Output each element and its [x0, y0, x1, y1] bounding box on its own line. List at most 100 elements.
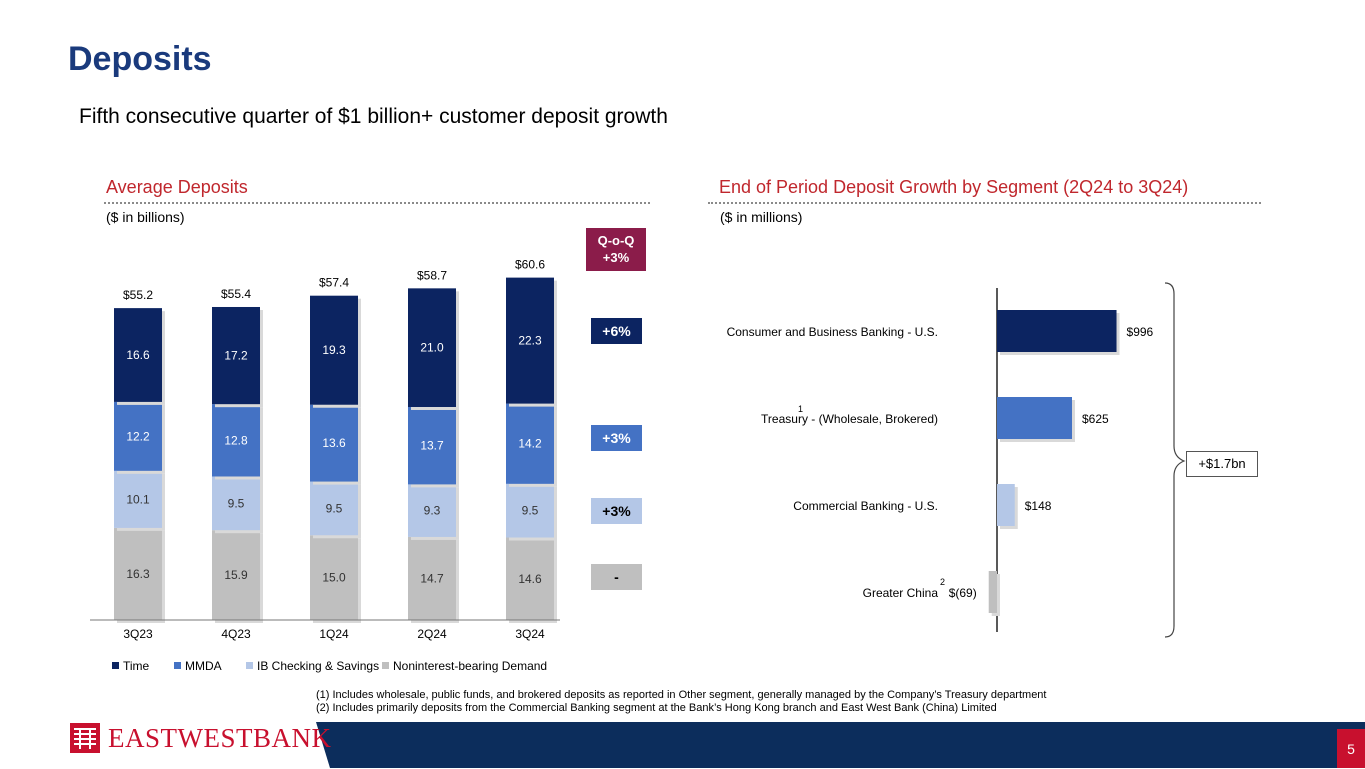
total-growth-label: +$1.7bn	[1186, 451, 1258, 477]
page-number: 5	[1337, 729, 1365, 768]
bar-total-label: $57.4	[319, 276, 349, 290]
legend-swatch	[246, 662, 253, 669]
bar-segment	[310, 481, 358, 536]
x-tick-label: 4Q23	[221, 627, 251, 641]
bar-data-label: 12.2	[126, 429, 150, 443]
right-section-title: End of Period Deposit Growth by Segment …	[719, 177, 1189, 197]
bar-segment	[408, 288, 456, 407]
bar-segment	[506, 537, 554, 620]
qoq-header-line1: Q-o-Q	[597, 233, 635, 248]
bar-segment	[212, 306, 260, 405]
legend-swatch	[174, 662, 181, 669]
legend-label: MMDA	[185, 659, 222, 673]
left-units: ($ in billions)	[106, 209, 185, 225]
bar-data-label: 22.3	[518, 334, 542, 348]
x-tick-label: 3Q24	[515, 627, 545, 641]
bar-value-label: $(69)	[949, 586, 977, 600]
bar-segment	[506, 277, 554, 404]
east-west-bank-logo: EASTWESTBANK	[70, 722, 332, 754]
bar-total-label: $55.2	[123, 288, 153, 302]
bar-total-label: $60.6	[515, 258, 545, 272]
segment-bar	[988, 571, 997, 613]
footer-bar	[316, 722, 1365, 768]
legend-label: Noninterest-bearing Demand	[393, 659, 547, 673]
qoq-header-box: Q-o-Q +3%	[586, 228, 646, 271]
left-section-title: Average Deposits	[106, 177, 248, 197]
bar-segment	[114, 470, 162, 528]
bar-data-label: 9.5	[228, 496, 245, 510]
right-units: ($ in millions)	[720, 209, 803, 225]
bar-data-label: 15.9	[224, 568, 248, 582]
page-title: Deposits	[68, 40, 212, 78]
bar-segment	[408, 484, 456, 537]
logo-wordmark: EASTWESTBANK	[108, 722, 332, 753]
footnote-1: (1) Includes wholesale, public funds, an…	[316, 689, 1047, 701]
qoq-tag-time: +6%	[591, 318, 642, 344]
bar-segment	[408, 536, 456, 620]
qoq-tag-nib: -	[591, 564, 642, 590]
page-subtitle: Fifth consecutive quarter of $1 billion+…	[79, 105, 668, 128]
footnote-2: (2) Includes primarily deposits from the…	[316, 702, 997, 714]
bar-segment	[212, 404, 260, 477]
bar-segment	[114, 308, 162, 402]
bar-segment	[114, 401, 162, 471]
bar-data-label: 16.3	[126, 567, 150, 581]
bar-data-label: 15.0	[322, 571, 346, 585]
legend-label: Time	[123, 659, 150, 673]
bar-data-label: 9.3	[424, 504, 441, 518]
bar-data-label: 21.0	[420, 341, 444, 355]
east-west-bank-logo-icon	[70, 723, 100, 753]
bar-data-label: 14.6	[518, 572, 542, 586]
x-tick-label: 2Q24	[417, 627, 447, 641]
qoq-tag-mmda: +3%	[591, 425, 642, 451]
bar-data-label: 16.6	[126, 348, 150, 362]
bar-data-label: 12.8	[224, 433, 248, 447]
bar-data-label: 10.1	[126, 492, 150, 506]
left-section-divider	[104, 202, 650, 204]
legend-swatch	[382, 662, 389, 669]
bar-total-label: $55.4	[221, 287, 251, 301]
category-label: Treasury - (Wholesale, Brokered)	[761, 412, 938, 426]
bar-data-label: 14.7	[420, 571, 444, 585]
bar-data-label: 17.2	[224, 349, 248, 363]
category-label: Greater China	[863, 586, 939, 600]
bar-segment	[310, 535, 358, 620]
total-brace	[1164, 282, 1186, 638]
qoq-header-line2: +3%	[602, 250, 630, 265]
bar-segment	[114, 527, 162, 620]
footnotes: (1) Includes wholesale, public funds, an…	[316, 689, 1047, 715]
bar-data-label: 13.7	[420, 439, 444, 453]
qoq-tag-ib: +3%	[591, 498, 642, 524]
bar-data-label: 13.6	[322, 436, 346, 450]
bar-segment	[310, 404, 358, 482]
bar-segment	[310, 295, 358, 405]
segment-bar	[997, 397, 1072, 439]
footnote-mark-2: 2	[940, 577, 945, 587]
x-tick-label: 1Q24	[319, 627, 349, 641]
bar-data-label: 14.2	[518, 437, 542, 451]
x-tick-label: 3Q23	[123, 627, 153, 641]
bar-segment	[506, 483, 554, 538]
bar-data-label: 9.5	[326, 501, 343, 515]
average-deposits-chart: 16.3 10.1 12.2 16.6 $55.2 3Q23 15.9 9.5 12.8 17.2…	[90, 258, 560, 673]
right-section-divider	[708, 202, 1261, 204]
legend-swatch	[112, 662, 119, 669]
bar-segment	[506, 403, 554, 484]
bar-total-label: $58.7	[417, 268, 447, 282]
bar-value-label: $996	[1127, 325, 1154, 339]
footer-bar-notch	[316, 722, 330, 768]
category-label: Consumer and Business Banking - U.S.	[727, 325, 938, 339]
legend-label: IB Checking & Savings	[257, 659, 379, 673]
segment-growth-chart: $996 Consumer and Business Banking - U.S.…	[727, 288, 1154, 632]
category-label: Commercial Banking - U.S.	[793, 499, 938, 513]
segment-bar	[997, 310, 1117, 352]
bar-segment	[212, 476, 260, 531]
bar-segment	[212, 530, 260, 620]
bar-value-label: $148	[1025, 499, 1052, 513]
footnote-mark-1: 1	[798, 404, 803, 414]
bar-data-label: 19.3	[322, 343, 346, 357]
bar-data-label: 9.5	[522, 504, 539, 518]
segment-bar	[997, 484, 1015, 526]
bar-segment	[408, 406, 456, 485]
bar-value-label: $625	[1082, 412, 1109, 426]
